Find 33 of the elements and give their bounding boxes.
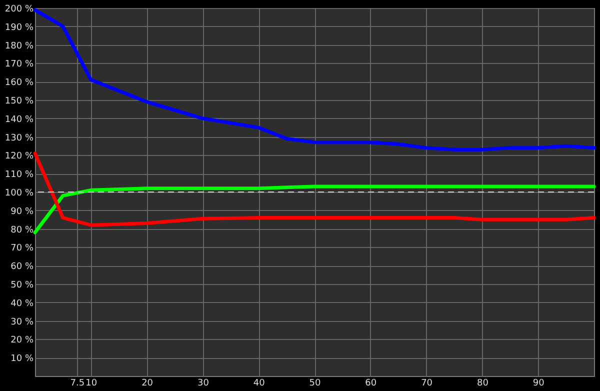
y-tick-label: 10 % xyxy=(10,354,34,364)
y-tick-label: 20 % xyxy=(10,336,34,346)
y-tick-label: 70 % xyxy=(10,244,34,254)
x-tick-label: 10 xyxy=(86,378,98,388)
x-tick-label: 80 xyxy=(476,378,489,388)
x-tick-label: 50 xyxy=(309,378,321,388)
y-tick-label: 160 % xyxy=(4,78,34,88)
line-series xyxy=(33,152,596,227)
y-tick-label: 30 % xyxy=(10,317,34,328)
x-tick-label: 60 xyxy=(365,378,377,388)
x-tick-label: 90 xyxy=(532,378,545,388)
x-tick-label: 40 xyxy=(253,378,266,388)
y-tick-label: 80 % xyxy=(10,225,34,236)
y-tick-label: 60 % xyxy=(10,262,34,272)
y-tick-label: 170 % xyxy=(4,60,34,70)
x-tick-label: 30 xyxy=(197,378,210,388)
line-series xyxy=(33,8,596,152)
y-tick-label: 200 % xyxy=(4,4,34,14)
y-tick-label: 130 % xyxy=(4,133,34,144)
y-tick-label: 100 % xyxy=(4,188,34,198)
y-tick-label: 120 % xyxy=(4,152,34,162)
y-tick-label: 180 % xyxy=(4,41,34,52)
y-tick-label: 110 % xyxy=(4,170,34,180)
y-tick-label: 150 % xyxy=(4,96,34,106)
y-tick-label: 50 % xyxy=(10,280,34,290)
x-tick-label: 7.5 xyxy=(70,378,85,388)
x-tick-label: 70 xyxy=(421,378,433,388)
y-tick-label: 190 % xyxy=(4,22,34,33)
y-tick-label: 140 % xyxy=(4,114,34,125)
y-tick-label: 90 % xyxy=(10,206,34,217)
y-tick-label: 40 % xyxy=(10,298,34,309)
x-tick-label: 20 xyxy=(142,378,154,388)
line-series xyxy=(33,184,596,234)
